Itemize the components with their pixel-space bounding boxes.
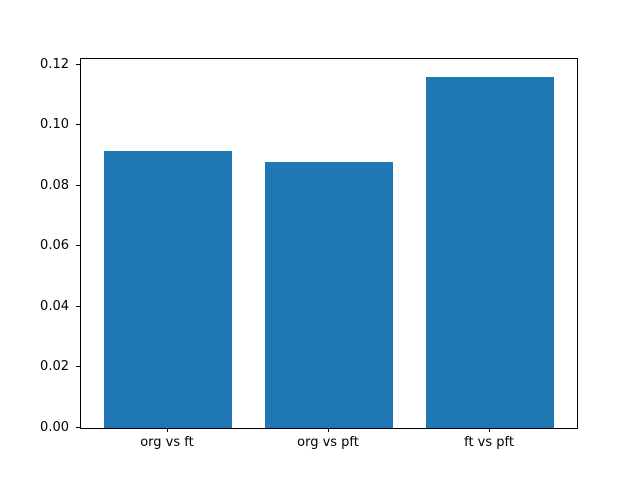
y-tick-label: 0.08	[40, 177, 69, 193]
x-tick-label: org vs ft	[140, 435, 194, 450]
bar-org-vs-ft	[103, 151, 233, 428]
y-tick-mark	[76, 63, 80, 65]
y-tick-mark	[76, 184, 80, 186]
y-tick-label: 0.02	[40, 359, 69, 375]
y-tick-label: 0.12	[40, 56, 69, 72]
x-tick-mark	[489, 428, 491, 432]
y-tick-mark	[76, 124, 80, 126]
plot-area	[80, 58, 578, 429]
y-tick-mark	[76, 245, 80, 247]
y-tick-label: 0.00	[40, 420, 69, 435]
x-tick-mark	[328, 428, 329, 432]
y-tick-mark	[76, 305, 80, 307]
bar-ft-vs-pft	[425, 76, 555, 428]
y-tick-label: 0.06	[40, 238, 69, 254]
y-tick-label: 0.04	[40, 298, 69, 314]
y-tick-mark	[76, 366, 80, 368]
x-tick-mark	[166, 428, 168, 432]
bar-org-vs-pft	[264, 162, 394, 428]
x-tick-label: ft vs pft	[464, 435, 514, 450]
y-tick-label: 0.10	[40, 117, 69, 133]
x-tick-label: org vs pft	[297, 435, 359, 450]
y-tick-mark	[76, 427, 80, 428]
